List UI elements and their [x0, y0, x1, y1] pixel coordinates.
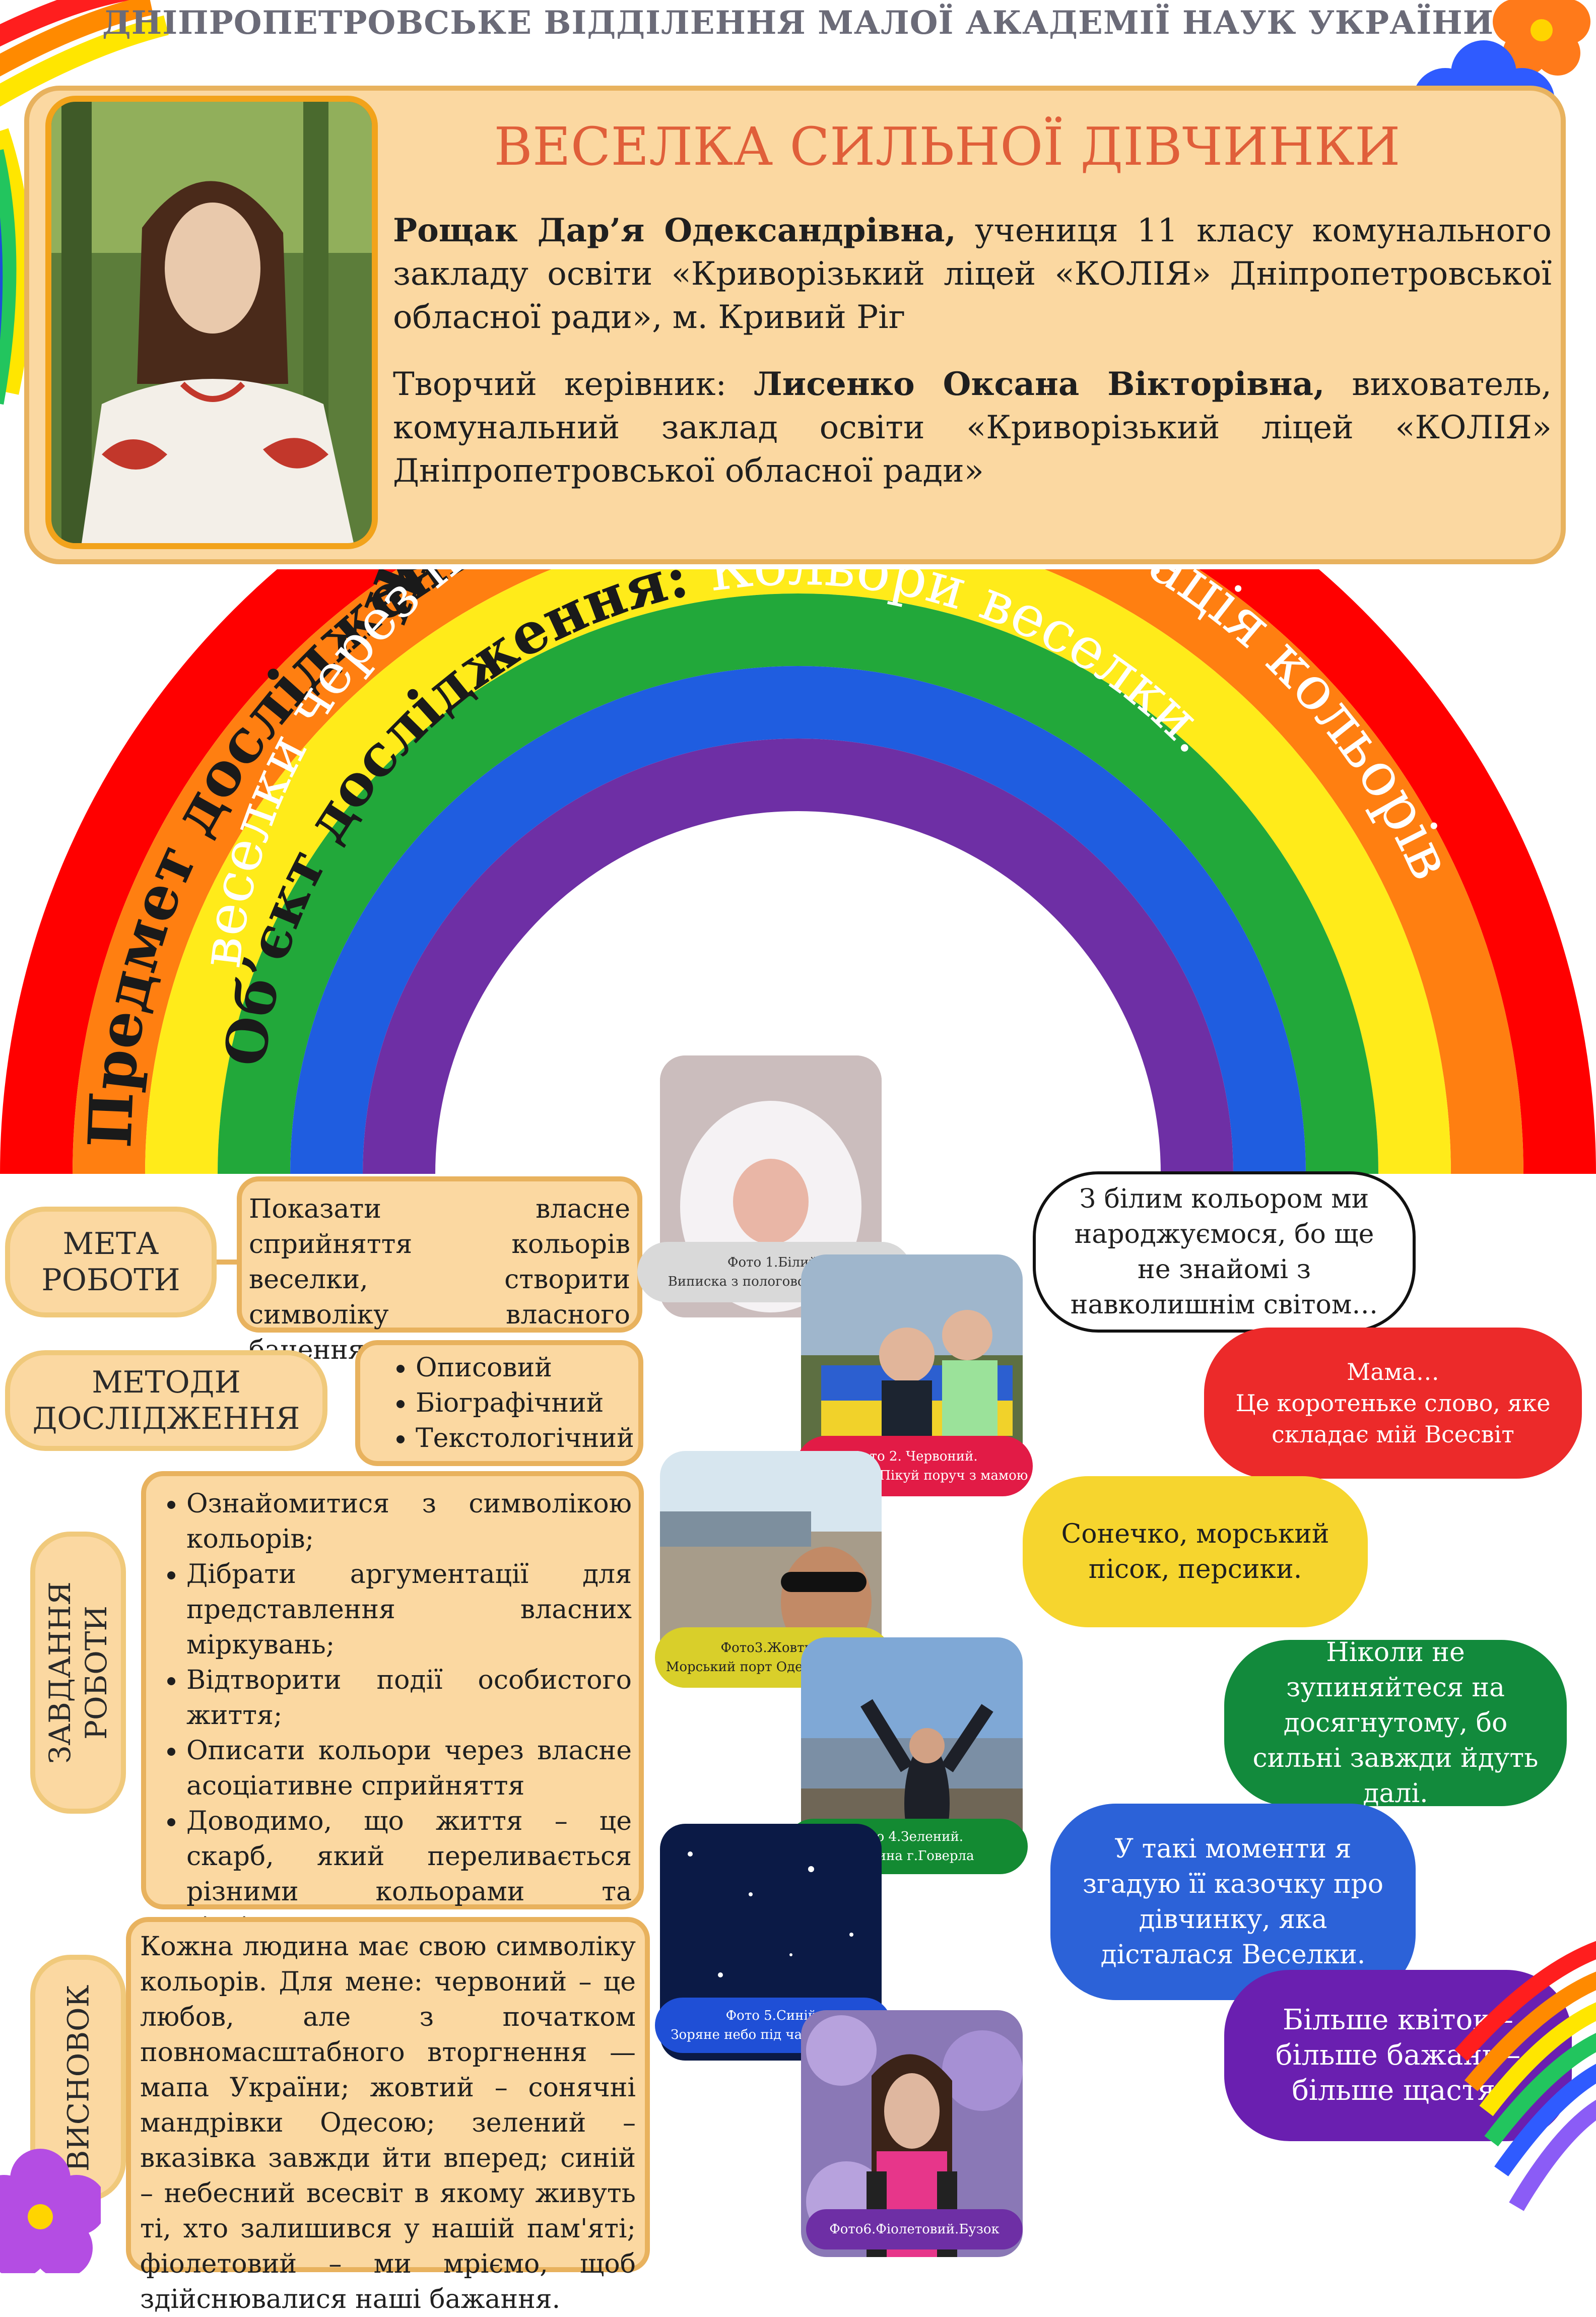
tasks-item: Ознайомитися з символікою кольорів; — [186, 1486, 632, 1557]
bubble-blue: У такі моменти я згадую її казочку про д… — [1050, 1804, 1416, 2000]
tasks-box: Ознайомитися з символікою кольорів; Дібр… — [141, 1471, 644, 1942]
tasks-item: Відтворити події особистого життя; — [186, 1663, 632, 1733]
corner-ribbon-top-left — [0, 0, 169, 405]
photo-6-caption: Фото6.Фіолетовий.Бузок — [806, 2209, 1023, 2249]
poster-title: ВЕСЕЛКА СИЛЬНОЇ ДІВЧИНКИ — [494, 116, 1401, 177]
corner-ribbon-bottom-right — [1454, 1941, 1596, 2211]
student-photo — [45, 96, 378, 549]
student-info: Рощак Дар’я Одександрівна, учениця 11 кл… — [393, 209, 1552, 339]
tasks-label: ЗАВДАННЯ РОБОТИ — [30, 1532, 126, 1814]
conclusion-box: Кожна людина має свою символіку кольорів… — [126, 1917, 650, 2314]
bubble-white: З білим кольором ми народжуємося, бо ще … — [1033, 1171, 1416, 1333]
methods-item: Описовий — [416, 1350, 638, 1385]
bubble-yellow: Сонечко, морський пісок, персики. — [1023, 1476, 1368, 1627]
supervisor-info: Творчий керівник: Лисенко Оксана Вікторі… — [393, 363, 1552, 493]
rainbow: Жанр:Збірка образків. Предмет дослідженн… — [0, 569, 1596, 1174]
tasks-label-text: ЗАВДАННЯ РОБОТИ — [43, 1581, 114, 1764]
student-description: учениця 11 класу комунального закладу ос… — [393, 212, 1552, 336]
methods-item: Текстологічний — [416, 1421, 638, 1456]
rainbow-band-green — [218, 593, 1378, 1174]
methods-item: Біографічний — [416, 1385, 638, 1421]
goal-label: МЕТА РОБОТИ — [5, 1207, 217, 1317]
header-title: ДНІПРОПЕТРОВСЬКЕ ВІДДІЛЕННЯ МАЛОЇ АКАДЕМ… — [102, 4, 1494, 42]
bubble-green: Ніколи не зупиняйтеся на досягнутому, бо… — [1224, 1637, 1567, 1809]
bubble-red: Мама… Це коротеньке слово, яке складає м… — [1204, 1328, 1582, 1479]
supervisor-name: Лисенко Оксана Вікторівна, — [754, 365, 1325, 403]
rainbow-band-violet — [363, 739, 1233, 1174]
student-name: Рощак Дар’я Одександрівна, — [393, 212, 956, 249]
flower-bottom-left — [0, 2149, 101, 2273]
methods-label: МЕТОДИ ДОСЛІДЖЕННЯ — [5, 1350, 327, 1451]
tasks-item: Дібрати аргументації для представлення в… — [186, 1557, 632, 1663]
supervisor-description: вихователь, комунальний заклад освіти «К… — [393, 366, 1552, 490]
rainbow-band-blue — [290, 666, 1306, 1174]
tasks-item: Описати кольори через власне асоціативне… — [186, 1733, 632, 1804]
supervisor-prefix: Творчий керівник: — [393, 366, 754, 403]
goal-connector — [217, 1260, 247, 1265]
methods-box: Описовий Біографічний Текстологічний — [355, 1340, 643, 1466]
goal-box: Показати власне сприйняття кольорів весе… — [237, 1176, 642, 1365]
